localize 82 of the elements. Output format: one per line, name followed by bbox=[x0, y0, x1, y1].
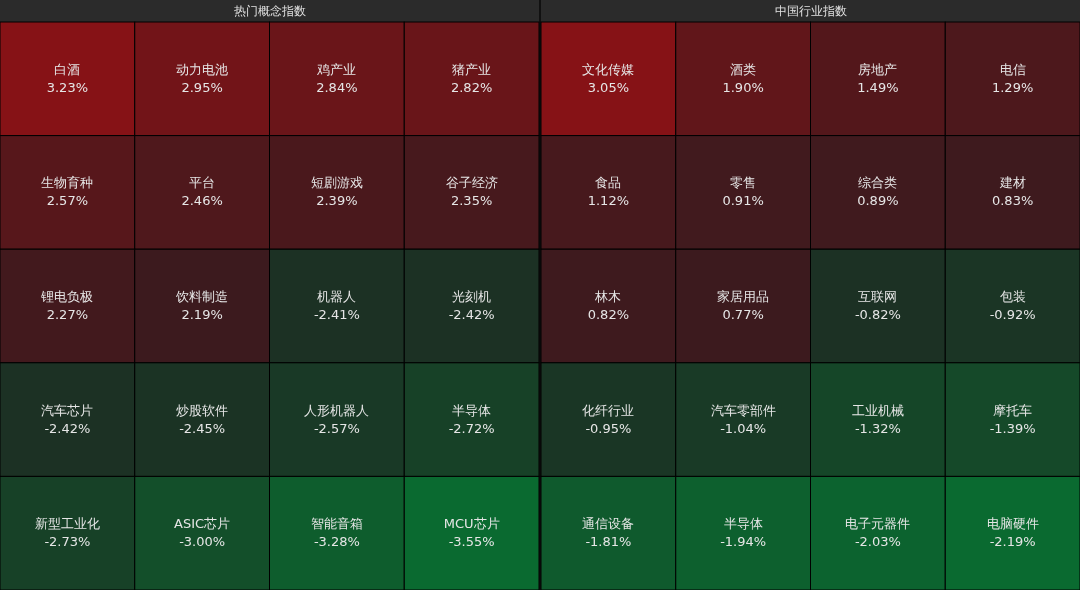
category-label: 通信设备 bbox=[582, 516, 635, 532]
data-label: 2.19% bbox=[181, 307, 223, 322]
data-label: 1.90% bbox=[722, 79, 764, 95]
data-label: 1.12% bbox=[587, 193, 630, 209]
category-label: 电信 bbox=[999, 61, 1026, 77]
category-label: 摩托车 bbox=[993, 402, 1033, 418]
category-label: 家居用品 bbox=[717, 289, 770, 304]
category-label: 电子元器件 bbox=[845, 516, 911, 532]
data-label: 1.29% bbox=[991, 79, 1034, 95]
data-label: 1.49% bbox=[857, 79, 899, 95]
data-label: 2.46% bbox=[181, 193, 223, 209]
data-label: 2.39% bbox=[316, 193, 358, 209]
category-label: 短剧游戏 bbox=[310, 175, 363, 191]
data-label: -2.19% bbox=[989, 534, 1036, 550]
data-label: 2.27% bbox=[46, 307, 89, 322]
data-label: 0.82% bbox=[587, 307, 630, 322]
category-label: 谷子经济 bbox=[445, 175, 498, 191]
category-label: 汽车零部件 bbox=[710, 402, 776, 418]
category-label: 酒类 bbox=[730, 61, 757, 77]
data-label: -2.42% bbox=[448, 307, 495, 322]
category-label: 机器人 bbox=[317, 289, 357, 304]
data-label: -1.32% bbox=[854, 420, 901, 436]
data-label: 0.77% bbox=[722, 307, 764, 322]
data-label: 2.35% bbox=[450, 193, 493, 209]
data-label: 2.84% bbox=[316, 79, 358, 95]
data-label: 2.82% bbox=[450, 79, 493, 95]
data-label: -2.03% bbox=[854, 534, 901, 550]
category-label: 生物育种 bbox=[41, 175, 94, 191]
data-label: -0.92% bbox=[989, 307, 1036, 322]
category-label: 电脑硬件 bbox=[986, 516, 1039, 532]
category-label: 锂电负极 bbox=[40, 289, 94, 304]
data-label: 2.57% bbox=[46, 193, 89, 209]
category-label: 智能音箱 bbox=[310, 516, 363, 532]
data-label: -2.41% bbox=[313, 307, 360, 322]
data-label: -2.45% bbox=[179, 420, 226, 436]
data-label: -3.55% bbox=[448, 534, 495, 550]
category-label: 新型工业化 bbox=[34, 516, 100, 532]
data-label: -2.42% bbox=[44, 420, 91, 436]
text: 中国行业指数 bbox=[774, 4, 847, 18]
category-label: 林木 bbox=[594, 289, 622, 304]
category-label: 互联网 bbox=[858, 289, 898, 304]
category-label: 白酒 bbox=[54, 61, 81, 77]
data-label: -1.81% bbox=[585, 534, 632, 550]
category-label: 包装 bbox=[999, 289, 1026, 304]
category-label: ASIC芯片 bbox=[174, 516, 231, 532]
data-label: -0.95% bbox=[585, 420, 632, 436]
category-label: 零售 bbox=[730, 175, 757, 191]
data-label: -3.00% bbox=[179, 534, 226, 550]
category-label: 半导体 bbox=[723, 516, 763, 532]
category-label: 工业机械 bbox=[851, 402, 904, 418]
category-label: 化纤行业 bbox=[582, 402, 635, 418]
data-label: 0.83% bbox=[991, 193, 1034, 209]
data-label: -2.72% bbox=[448, 420, 495, 436]
category-label: 综合类 bbox=[858, 175, 898, 191]
category-label: 食品 bbox=[595, 175, 622, 191]
data-label: -2.57% bbox=[313, 420, 360, 436]
category-label: MCU芯片 bbox=[443, 516, 500, 532]
data-label: 0.89% bbox=[857, 193, 899, 209]
data-label: -1.94% bbox=[720, 534, 767, 550]
data-label: -1.39% bbox=[989, 420, 1036, 436]
category-label: 猪产业 bbox=[452, 61, 492, 77]
data-label: 2.95% bbox=[181, 79, 223, 95]
category-label: 汽车芯片 bbox=[41, 402, 94, 418]
data-label: 3.05% bbox=[587, 79, 630, 95]
category-label: 人形机器人 bbox=[304, 402, 370, 418]
data-label: -3.28% bbox=[313, 534, 360, 550]
data-label: -2.73% bbox=[44, 534, 91, 550]
category-label: 平台 bbox=[189, 175, 216, 191]
data-label: 0.91% bbox=[722, 193, 764, 209]
category-label: 建材 bbox=[998, 175, 1026, 191]
category-label: 炒股软件 bbox=[176, 402, 229, 418]
category-label: 光刻机 bbox=[452, 289, 492, 304]
category-label: 动力电池 bbox=[176, 61, 229, 77]
category-label: 鸡产业 bbox=[316, 61, 357, 77]
category-label: 房地产 bbox=[858, 61, 898, 77]
text: 热门概念指数 bbox=[233, 4, 306, 18]
category-label: 半导体 bbox=[452, 402, 492, 418]
data-label: -1.04% bbox=[720, 420, 767, 436]
category-label: 饮料制造 bbox=[175, 289, 229, 304]
data-label: -0.82% bbox=[854, 307, 901, 322]
data-label: 3.23% bbox=[46, 79, 89, 95]
category-label: 文化传媒 bbox=[582, 61, 635, 77]
